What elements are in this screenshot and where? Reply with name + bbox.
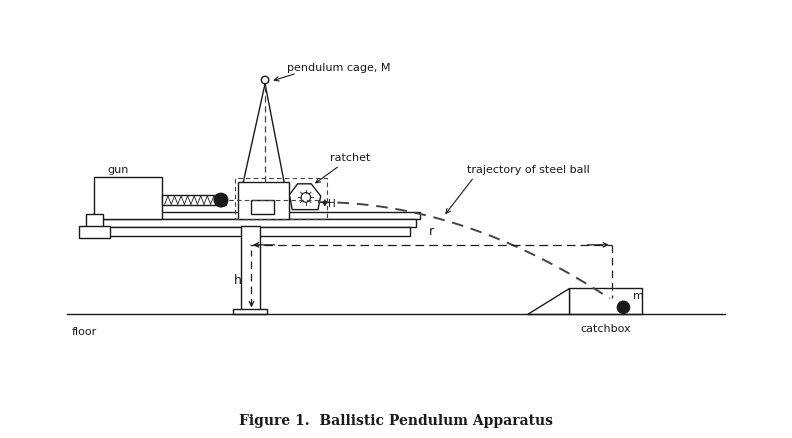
Circle shape — [214, 194, 228, 208]
FancyBboxPatch shape — [79, 226, 110, 239]
FancyBboxPatch shape — [162, 196, 227, 205]
Text: gun: gun — [108, 164, 129, 174]
FancyBboxPatch shape — [94, 178, 162, 219]
Text: trajectory of steel ball: trajectory of steel ball — [467, 164, 590, 174]
FancyBboxPatch shape — [233, 309, 267, 314]
Text: Figure 1.  Ballistic Pendulum Apparatus: Figure 1. Ballistic Pendulum Apparatus — [239, 413, 553, 427]
FancyBboxPatch shape — [569, 289, 642, 314]
Text: r: r — [428, 224, 433, 237]
Circle shape — [617, 301, 630, 314]
FancyBboxPatch shape — [241, 226, 260, 310]
Text: catchbox: catchbox — [580, 323, 630, 333]
Text: ratchet: ratchet — [329, 153, 370, 163]
Polygon shape — [527, 289, 569, 314]
Text: pendulum cage, M: pendulum cage, M — [287, 63, 390, 73]
FancyBboxPatch shape — [238, 182, 290, 219]
Circle shape — [301, 193, 310, 203]
FancyBboxPatch shape — [105, 228, 409, 237]
Text: H: H — [328, 198, 336, 208]
FancyBboxPatch shape — [97, 219, 417, 228]
Text: h: h — [234, 273, 242, 286]
Polygon shape — [290, 184, 321, 210]
Text: m: m — [633, 290, 644, 300]
Circle shape — [261, 77, 268, 85]
Text: floor: floor — [72, 327, 97, 336]
FancyBboxPatch shape — [86, 214, 103, 228]
FancyBboxPatch shape — [94, 213, 420, 219]
FancyBboxPatch shape — [252, 201, 274, 214]
